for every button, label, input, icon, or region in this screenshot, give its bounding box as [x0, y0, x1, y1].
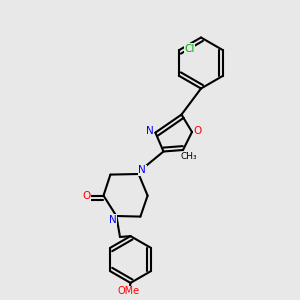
Text: N: N: [138, 165, 146, 176]
Text: N: N: [146, 126, 154, 136]
Text: N: N: [109, 214, 117, 225]
Text: Cl: Cl: [184, 44, 195, 54]
Text: OMe: OMe: [118, 286, 140, 296]
Text: O: O: [193, 126, 202, 136]
Text: CH₃: CH₃: [180, 152, 197, 161]
Text: O: O: [82, 190, 90, 201]
